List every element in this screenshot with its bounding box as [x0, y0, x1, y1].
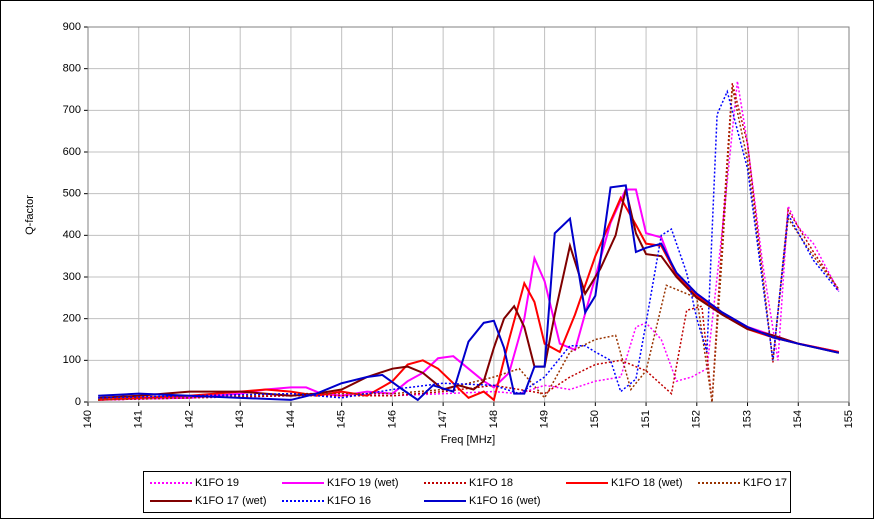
x-tick-label: 148: [488, 410, 500, 428]
y-tick-label: 700: [63, 104, 81, 116]
x-tick-label: 143: [234, 410, 246, 428]
x-tick-label: 150: [589, 410, 601, 428]
legend-label: K1FO 16: [327, 495, 371, 507]
y-tick-label: 100: [63, 354, 81, 366]
y-tick-label: 900: [63, 21, 81, 33]
legend-label: K1FO 16 (wet): [469, 495, 541, 507]
legend-label: K1FO 18 (wet): [611, 477, 683, 489]
x-tick-label: 152: [691, 410, 703, 428]
series-line: [98, 83, 840, 403]
x-axis-label: Freq [MHz]: [441, 434, 495, 446]
x-tick-label: 153: [741, 410, 753, 428]
plot-area: [87, 26, 850, 403]
legend-label: K1FO 19: [195, 477, 239, 489]
x-tick-label: 141: [133, 410, 145, 428]
y-axis-label: Q-factor: [24, 195, 36, 235]
y-tick-label: 600: [63, 146, 81, 158]
y-tick-label: 500: [63, 188, 81, 200]
legend-label: K1FO 19 (wet): [327, 477, 399, 489]
legend-label: K1FO 18: [469, 477, 513, 489]
y-tick-label: 800: [63, 63, 81, 75]
y-tick-label: 400: [63, 229, 81, 241]
series-line: [98, 189, 840, 399]
legend-label: K1FO 17 (wet): [195, 495, 267, 507]
y-tick-label: 0: [75, 396, 81, 408]
x-tick-label: 154: [792, 410, 804, 428]
x-tick-label: 145: [336, 410, 348, 428]
x-tick-label: 151: [640, 410, 652, 428]
x-tick-label: 140: [82, 410, 94, 428]
x-tick-label: 144: [285, 410, 297, 428]
legend-label: K1FO 17: [743, 477, 787, 489]
x-tick-label: 146: [386, 410, 398, 428]
y-tick-label: 300: [63, 271, 81, 283]
x-tick-label: 155: [843, 410, 855, 428]
series-line: [98, 184, 840, 402]
y-tick-label: 200: [63, 313, 81, 325]
legend-box: [143, 471, 791, 513]
x-tick-label: 149: [539, 410, 551, 428]
x-tick-label: 147: [437, 410, 449, 428]
series-line: [98, 87, 840, 403]
series-line: [98, 89, 840, 399]
x-tick-label: 142: [183, 410, 195, 428]
